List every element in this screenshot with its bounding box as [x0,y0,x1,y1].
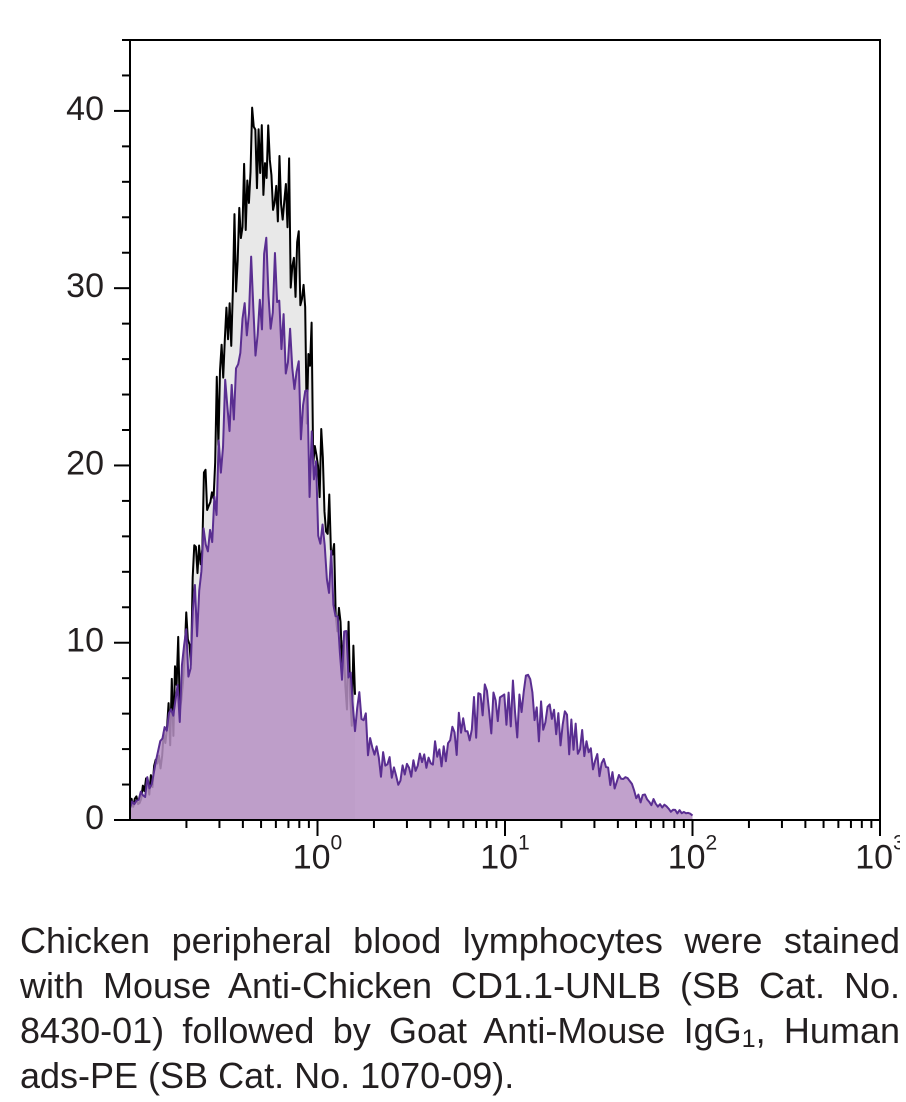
caption-subscript-1: 1 [742,1025,756,1053]
flow-cytometry-histogram: 010203040100101102103 [20,20,900,900]
svg-text:20: 20 [66,444,104,482]
svg-text:40: 40 [66,90,104,128]
svg-text:0: 0 [85,799,104,837]
chart-svg: 010203040100101102103 [20,20,900,900]
svg-text:30: 30 [66,267,104,305]
svg-text:10: 10 [66,622,104,660]
figure-caption: Chicken peripheral blood lymphocytes wer… [20,918,900,1098]
